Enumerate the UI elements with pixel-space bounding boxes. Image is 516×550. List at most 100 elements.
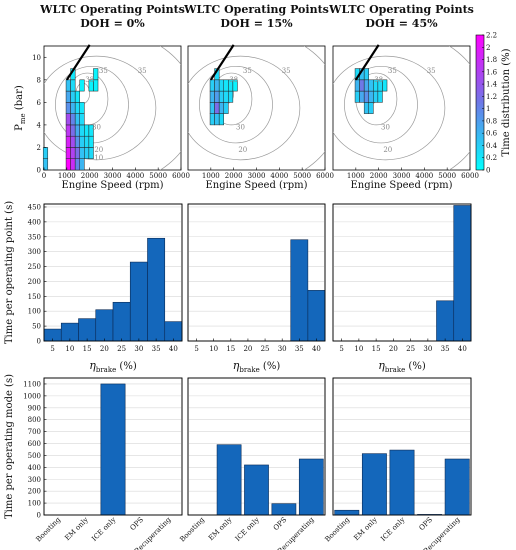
y-tick-label: 200 [28, 278, 41, 286]
x-tick-label: 10 [209, 345, 218, 353]
contour-label: 20 [238, 146, 247, 154]
heatmap-cell [74, 90, 81, 103]
y-tick-label: 700 [28, 428, 41, 436]
heatmap-cell [209, 113, 215, 126]
x-tick-label: 5000 [438, 172, 456, 180]
heatmap-cell [79, 113, 85, 126]
contour-label: 38 [374, 76, 383, 84]
contour-label: 20 [383, 146, 392, 154]
y-tick-label: 4 [37, 121, 42, 129]
heatmap-cell [218, 90, 225, 103]
heatmap-cell [74, 135, 81, 148]
x-tick-label: 3000 [393, 172, 411, 180]
heatmap-cell [65, 113, 71, 126]
x-tick-label: 2000 [225, 172, 243, 180]
contour-label: 30 [381, 123, 390, 131]
y-axis-label: Pme (bar) [14, 85, 27, 131]
x-tick-label: OPS [418, 516, 435, 533]
heatmap-cell [74, 102, 81, 114]
bar-chart-mode-doh-0: Boosting EM only ICE only OPSRecuperating01… [4, 374, 183, 550]
heatmap-cell [382, 79, 388, 92]
colorbar-tick-label: 1.2 [486, 93, 497, 101]
y-tick-label: 350 [28, 233, 41, 241]
x-axis-label-unit: (%) [260, 361, 281, 372]
bar [95, 309, 114, 342]
heatmap-cell [363, 102, 369, 114]
colorbar-tick-label: 1.6 [486, 68, 498, 76]
x-tick-label: 35 [295, 345, 304, 353]
contour-label: 35 [282, 67, 291, 75]
heatmap-cell [70, 90, 76, 103]
x-tick-label: 5 [339, 345, 343, 353]
heatmap-cell [65, 79, 71, 92]
x-tick-label: ICE only [90, 516, 117, 543]
colorbar-label: Time distribution (%) [501, 48, 512, 156]
heatmap-cell [65, 102, 71, 114]
y-tick-label: 400 [28, 464, 41, 472]
x-axis-label-sub: brake [96, 366, 116, 374]
x-tick-label: 6000 [172, 172, 190, 180]
contour-label: 38 [85, 76, 94, 84]
heatmap-cell [232, 79, 238, 92]
heatmap-cells [42, 68, 99, 171]
heatmap-cell [368, 102, 374, 114]
plot-frame [187, 203, 326, 342]
x-tick-label: 20 [100, 345, 109, 353]
heatmap-cell [74, 158, 81, 171]
x-tick-label: OPS [272, 516, 289, 533]
y-axis-label-unit: (bar) [14, 85, 25, 113]
x-tick-label: 30 [134, 345, 143, 353]
y-tick-label: 2 [37, 144, 41, 152]
heatmap-cell [228, 90, 234, 103]
x-axis-label: Engine Speed (rpm) [61, 180, 163, 191]
plot-frame [332, 377, 472, 516]
plot-frame [43, 377, 183, 516]
heatmap-cell [359, 79, 365, 92]
heatmap-cell [79, 135, 85, 148]
x-tick-label: Boosting [178, 515, 206, 543]
bar [164, 321, 183, 342]
full-load-line [209, 44, 235, 81]
bar [290, 239, 309, 342]
bar [244, 464, 269, 516]
contour-label: 35 [99, 67, 108, 75]
chart-title: WLTC Operating Points [39, 3, 185, 16]
colorbar: 0 0.2 0.4 0.6 0.8 1 1.2 1.4 1.6 1.8 2 2.2 Time distr… [475, 32, 512, 175]
full-load-line [354, 44, 380, 81]
x-tick-label: 30 [278, 345, 287, 353]
colorbar-tick-label: 1.8 [486, 56, 497, 64]
bar [361, 453, 387, 516]
x-tick-label: 1000 [347, 172, 365, 180]
bar [112, 301, 131, 342]
plot-frame [43, 203, 183, 342]
heatmap-cell [209, 90, 215, 103]
x-tick-label: 10 [354, 345, 363, 353]
y-tick-label: 800 [28, 416, 41, 424]
y-tick-label: 0 [37, 512, 41, 520]
x-tick-label: 25 [406, 345, 415, 353]
x-tick-label: EM only [207, 516, 233, 542]
x-tick-label: 4000 [126, 172, 144, 180]
x-tick-label: 30 [423, 345, 432, 353]
contour-label: 35 [243, 67, 252, 75]
y-tick-label: 450 [28, 203, 41, 211]
y-tick-label: 100 [28, 500, 41, 508]
plot-area [43, 45, 182, 171]
contour-line [188, 55, 301, 161]
heatmap-cell [70, 158, 76, 171]
heatmap-cell [218, 113, 225, 126]
x-tick-label: EM only [352, 516, 378, 542]
y-tick-label: 200 [28, 488, 41, 496]
x-tick-label: 5000 [293, 172, 311, 180]
bar [129, 261, 148, 342]
heatmap-cell [70, 113, 76, 126]
heatmap-cell [209, 79, 215, 92]
chart-subtitle: DOH = 15% [220, 17, 293, 30]
heatmap-cell [214, 113, 220, 126]
bar [60, 322, 79, 342]
heatmap-cell [218, 102, 225, 114]
contour-line [44, 55, 157, 161]
